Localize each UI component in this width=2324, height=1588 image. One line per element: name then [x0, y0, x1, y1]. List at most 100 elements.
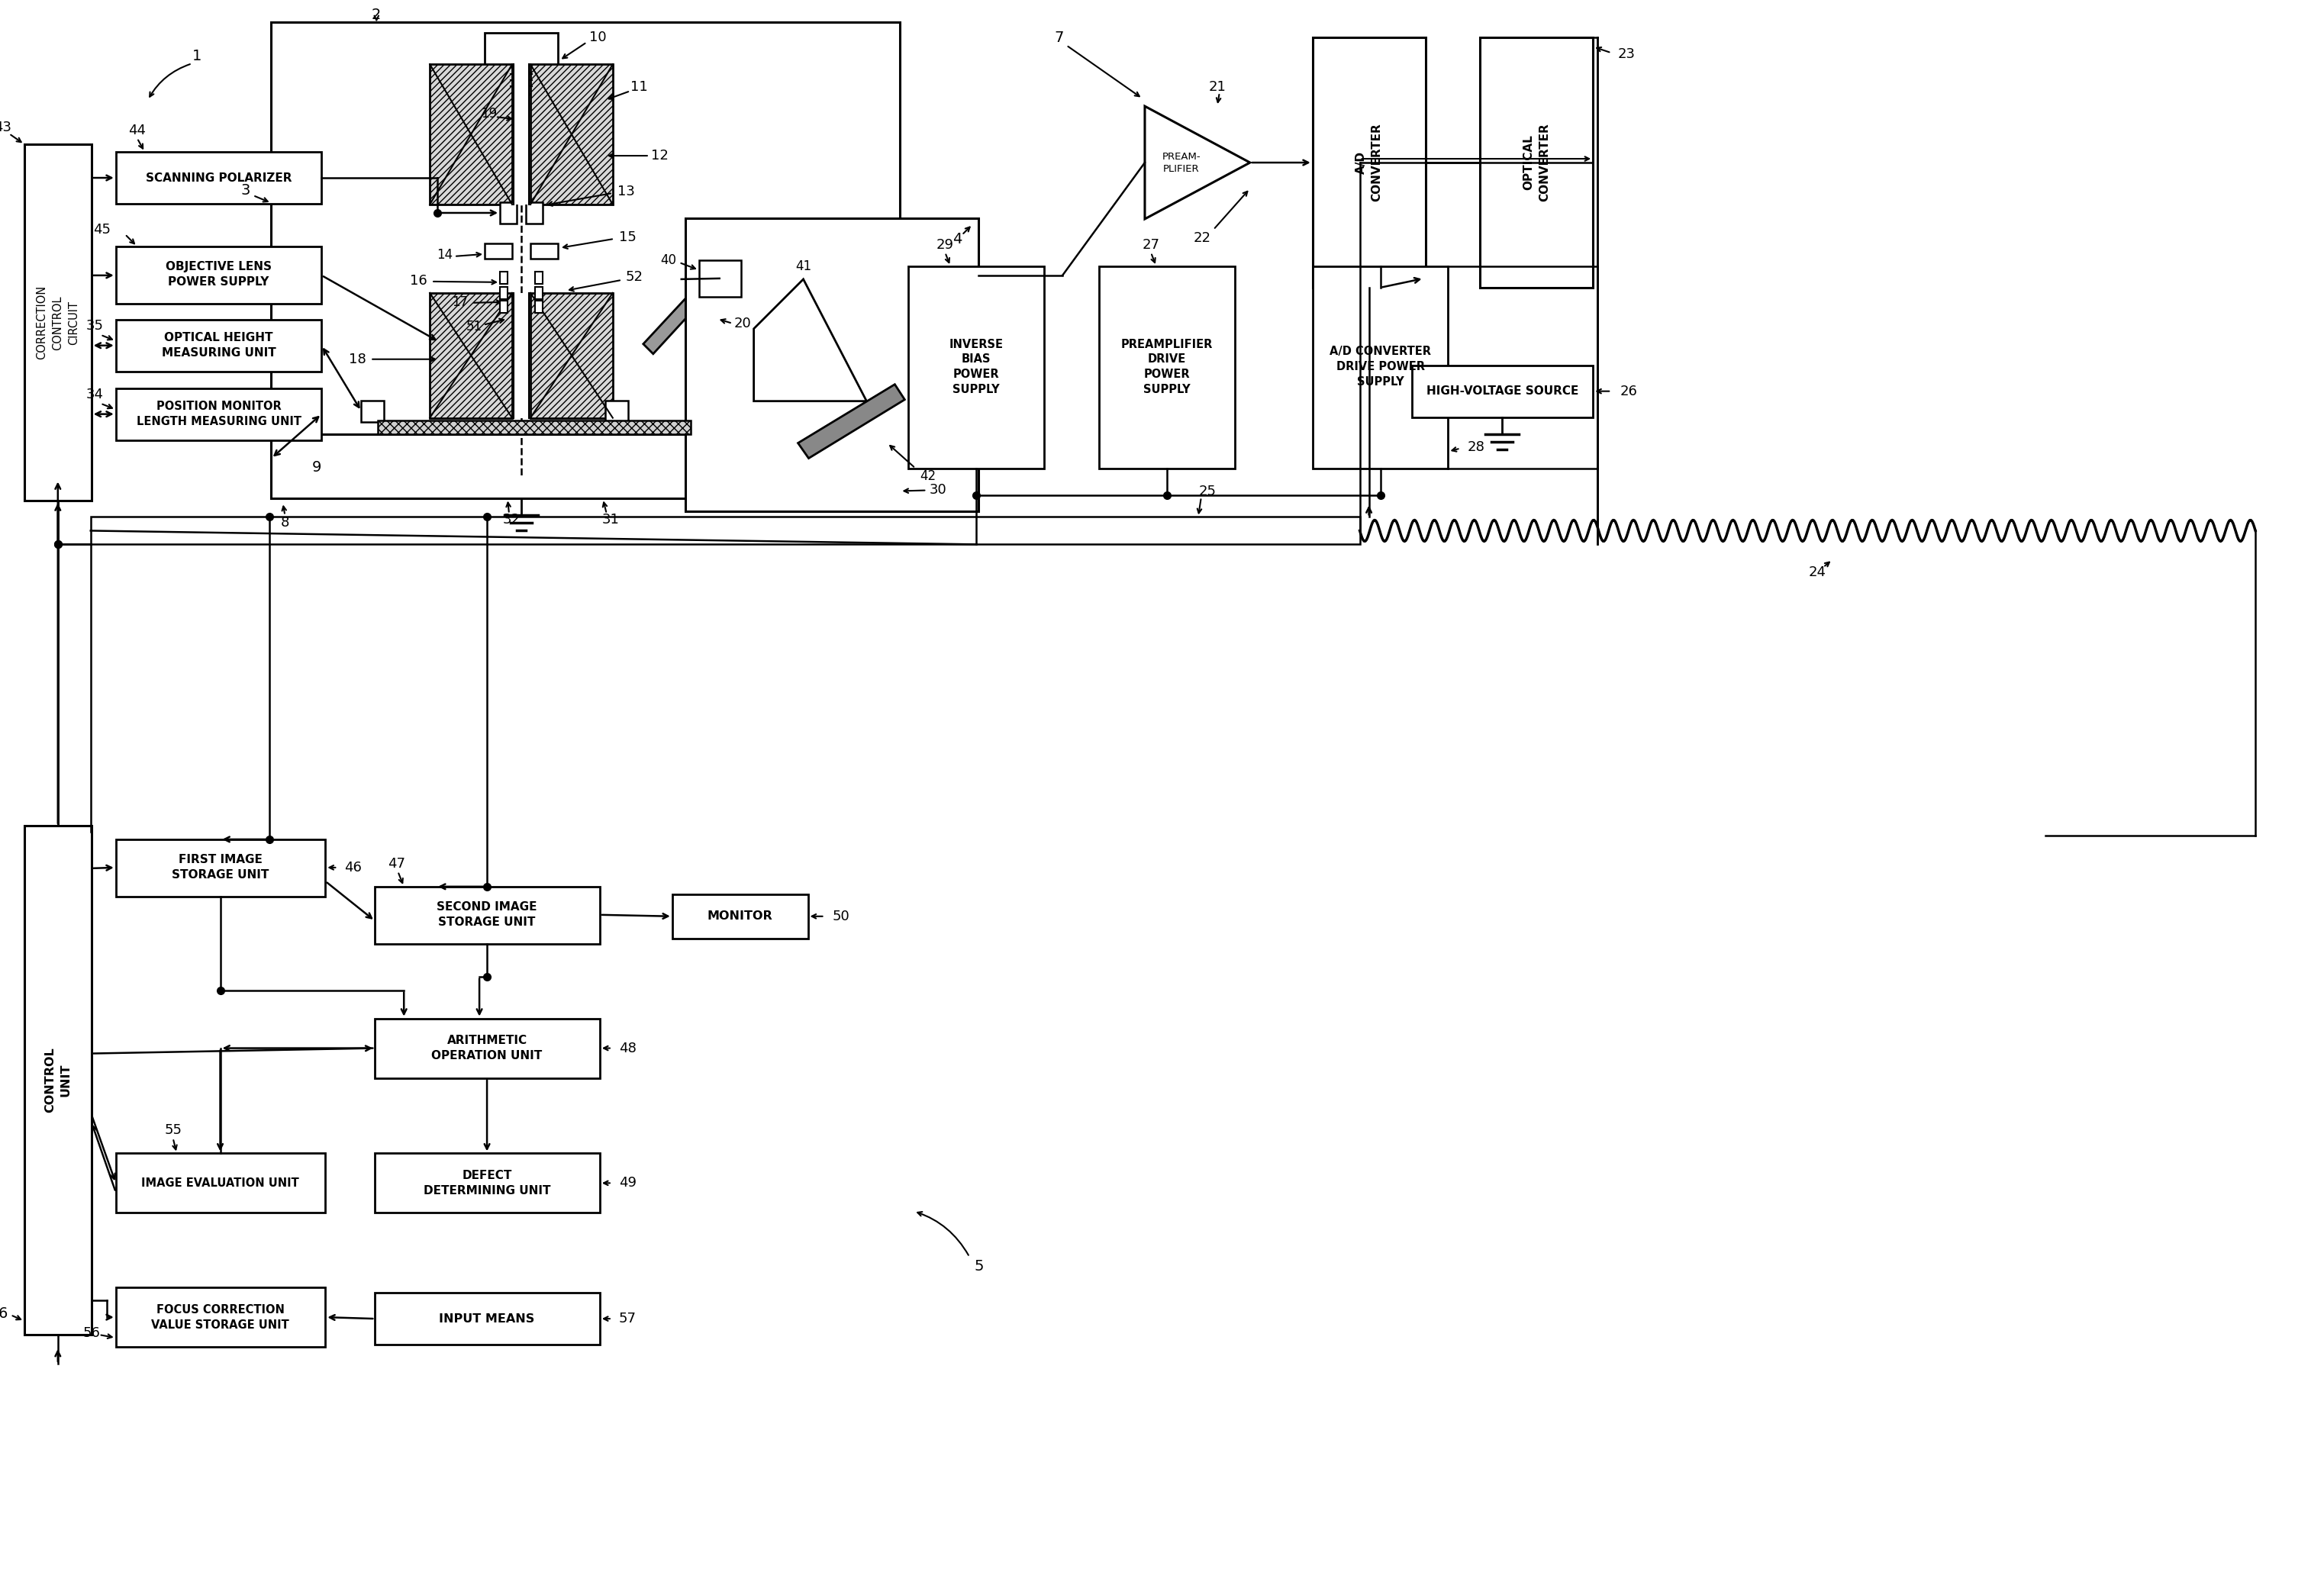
Text: 57: 57 — [618, 1312, 637, 1326]
Polygon shape — [644, 270, 723, 354]
Text: POSITION MONITOR
LENGTH MEASURING UNIT: POSITION MONITOR LENGTH MEASURING UNIT — [137, 400, 302, 427]
Text: FOCUS CORRECTION
VALUE STORAGE UNIT: FOCUS CORRECTION VALUE STORAGE UNIT — [151, 1304, 288, 1331]
Bar — [374, 1153, 600, 1213]
Bar — [379, 421, 690, 434]
Text: 27: 27 — [1141, 238, 1160, 252]
Bar — [535, 300, 541, 313]
Bar — [1313, 38, 1425, 287]
Text: 47: 47 — [388, 858, 404, 870]
Bar — [514, 292, 530, 418]
Bar — [430, 292, 511, 418]
Text: 19: 19 — [481, 106, 497, 121]
Text: CORRECTION
CONTROL
CIRCUIT: CORRECTION CONTROL CIRCUIT — [37, 286, 79, 360]
Bar — [1480, 38, 1592, 287]
Bar — [374, 1293, 600, 1345]
Text: SECOND IMAGE
STORAGE UNIT: SECOND IMAGE STORAGE UNIT — [437, 902, 537, 927]
Text: PREAMPLIFIER
DRIVE
POWER
SUPPLY: PREAMPLIFIER DRIVE POWER SUPPLY — [1120, 338, 1213, 395]
Bar — [535, 272, 541, 284]
Text: 15: 15 — [618, 230, 637, 245]
Text: INVERSE
BIAS
POWER
SUPPLY: INVERSE BIAS POWER SUPPLY — [948, 338, 1004, 395]
Text: SCANNING POLARIZER: SCANNING POLARIZER — [146, 172, 293, 184]
Text: OPTICAL
CONVERTER: OPTICAL CONVERTER — [1522, 124, 1550, 202]
Text: 46: 46 — [344, 861, 363, 875]
Text: 12: 12 — [651, 149, 669, 162]
Text: 7: 7 — [1055, 30, 1064, 44]
Bar — [525, 202, 541, 224]
Bar — [116, 1153, 325, 1213]
Text: FIRST IMAGE
STORAGE UNIT: FIRST IMAGE STORAGE UNIT — [172, 854, 270, 881]
Text: 9: 9 — [311, 461, 321, 475]
Bar — [514, 64, 530, 205]
Bar — [272, 22, 899, 499]
Bar — [511, 73, 532, 94]
Bar — [116, 319, 321, 372]
Bar — [672, 894, 809, 939]
Text: 10: 10 — [588, 30, 607, 44]
Bar — [116, 840, 325, 897]
Text: 13: 13 — [618, 184, 634, 198]
Text: A/D CONVERTER
DRIVE POWER
SUPPLY: A/D CONVERTER DRIVE POWER SUPPLY — [1329, 346, 1432, 387]
Text: MONITOR: MONITOR — [706, 910, 774, 923]
Text: 50: 50 — [832, 910, 851, 923]
Bar — [486, 243, 511, 259]
Bar — [909, 267, 1043, 468]
Text: 1: 1 — [193, 49, 202, 64]
Text: 35: 35 — [86, 319, 102, 332]
Text: 5: 5 — [974, 1259, 983, 1274]
Text: 3: 3 — [242, 183, 251, 197]
Text: 24: 24 — [1808, 565, 1827, 580]
Text: 11: 11 — [630, 81, 648, 94]
Bar — [116, 246, 321, 303]
Text: 23: 23 — [1618, 48, 1636, 62]
Bar — [1099, 267, 1234, 468]
Text: 42: 42 — [920, 468, 937, 483]
Text: 32: 32 — [502, 513, 521, 527]
Bar — [686, 218, 978, 511]
Text: 18: 18 — [349, 353, 367, 367]
Bar — [116, 387, 321, 440]
Text: OBJECTIVE LENS
POWER SUPPLY: OBJECTIVE LENS POWER SUPPLY — [165, 262, 272, 287]
Text: 29: 29 — [937, 238, 953, 252]
Text: ARITHMETIC
OPERATION UNIT: ARITHMETIC OPERATION UNIT — [432, 1035, 541, 1061]
Bar — [1411, 365, 1592, 418]
Bar — [530, 243, 558, 259]
Bar — [486, 33, 558, 73]
Polygon shape — [753, 279, 867, 402]
Bar — [374, 1018, 600, 1078]
Text: 8: 8 — [281, 516, 290, 530]
Bar — [604, 400, 627, 422]
Text: 56: 56 — [84, 1326, 100, 1340]
Polygon shape — [1146, 106, 1250, 219]
Text: A/D
CONVERTER: A/D CONVERTER — [1355, 124, 1383, 202]
Bar — [116, 1288, 325, 1347]
Bar — [430, 64, 511, 205]
Bar — [530, 64, 614, 205]
Text: 21: 21 — [1208, 81, 1227, 94]
Text: PREAM-
PLIFIER: PREAM- PLIFIER — [1162, 151, 1202, 173]
Text: 44: 44 — [128, 124, 146, 138]
Bar — [374, 886, 600, 943]
Bar — [1313, 267, 1448, 468]
Bar — [500, 202, 516, 224]
Text: 28: 28 — [1466, 440, 1485, 454]
Text: 17: 17 — [453, 295, 469, 310]
Text: 51: 51 — [467, 319, 481, 333]
Bar — [500, 272, 507, 284]
Text: 6: 6 — [0, 1307, 7, 1321]
Text: 4: 4 — [953, 232, 962, 246]
Text: 34: 34 — [86, 387, 102, 402]
Bar — [116, 152, 321, 203]
Text: OPTICAL HEIGHT
MEASURING UNIT: OPTICAL HEIGHT MEASURING UNIT — [163, 332, 277, 359]
Text: 25: 25 — [1199, 484, 1215, 499]
Text: 52: 52 — [625, 270, 644, 284]
Bar — [700, 260, 741, 297]
Text: CONTROL
UNIT: CONTROL UNIT — [44, 1048, 72, 1113]
Text: 22: 22 — [1192, 232, 1211, 245]
Bar — [500, 300, 507, 313]
Text: IMAGE EVALUATION UNIT: IMAGE EVALUATION UNIT — [142, 1177, 300, 1189]
Text: 41: 41 — [795, 259, 811, 273]
Bar — [535, 287, 541, 299]
Text: HIGH-VOLTAGE SOURCE: HIGH-VOLTAGE SOURCE — [1427, 386, 1578, 397]
Text: 40: 40 — [660, 252, 676, 267]
Text: 43: 43 — [0, 121, 12, 135]
